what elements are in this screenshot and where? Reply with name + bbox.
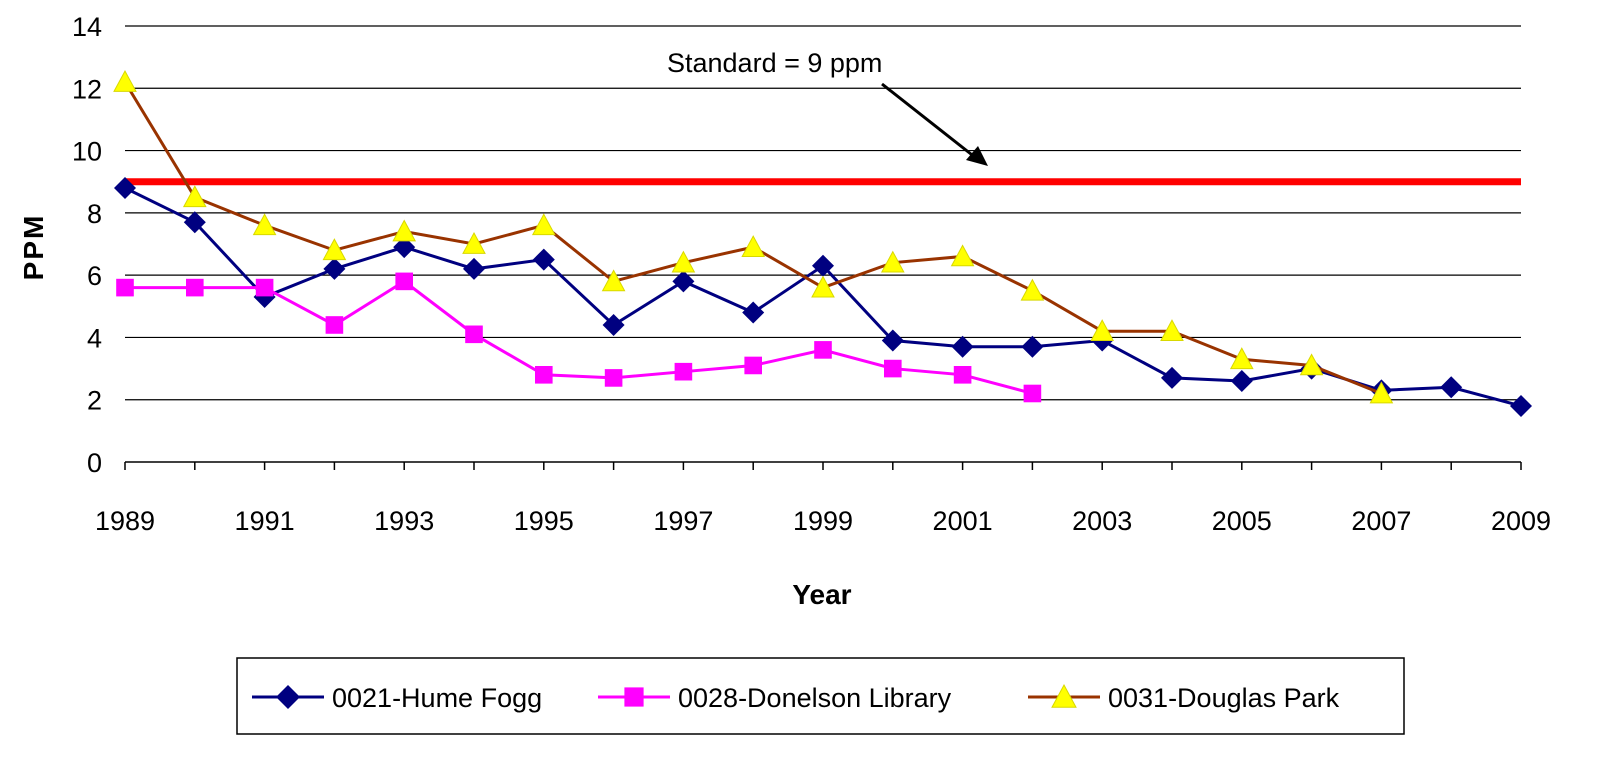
x-tick-label: 2005 (1212, 506, 1272, 536)
y-tick-label: 0 (87, 448, 102, 478)
data-point-square (186, 278, 204, 297)
data-point-triangle (741, 235, 766, 257)
series-line (125, 279, 1033, 395)
data-point-triangle (1229, 347, 1254, 370)
x-tick-label: 2001 (933, 506, 993, 536)
data-point-square (674, 362, 693, 381)
data-point-diamond (742, 301, 765, 324)
data-point-triangle (950, 244, 975, 267)
data-point-triangle (322, 238, 347, 261)
data-point-triangle (880, 250, 905, 273)
data-point-triangle (1090, 319, 1115, 342)
data-point-square (255, 278, 274, 297)
legend: 0021-Hume Fogg 0028-Donelson Library 0031-… (252, 683, 1340, 713)
data-point-triangle (811, 275, 835, 298)
legend-item-2: 0028-Donelson Library (598, 683, 952, 713)
y-tick-label: 4 (87, 323, 102, 353)
data-point-diamond (672, 270, 695, 293)
data-point-square (116, 278, 134, 297)
data-point-triangle (601, 269, 626, 292)
data-point-diamond (812, 254, 834, 277)
annotation-arrow (881, 82, 988, 166)
data-point-square (1023, 384, 1042, 403)
data-point-square (395, 272, 413, 291)
data-point-diamond (532, 248, 555, 271)
data-point-square (814, 341, 832, 359)
data-point-diamond (114, 176, 136, 199)
y-tick-label: 12 (72, 74, 102, 104)
data-point-diamond (1510, 394, 1532, 417)
data-point-triangle (531, 213, 556, 236)
legend-item-1: 0021-Hume Fogg (252, 683, 542, 713)
legend-item-3: 0031-Douglas Park (1028, 683, 1340, 713)
x-tick-label: 1997 (653, 506, 713, 536)
x-tick-label: 1991 (235, 506, 295, 536)
data-point-square (465, 325, 483, 344)
data-point-diamond (1161, 366, 1183, 389)
data-point-square (744, 356, 762, 375)
y-tick-label: 2 (87, 386, 102, 416)
x-tick-label: 1993 (374, 506, 434, 536)
series-3 (113, 70, 1394, 404)
data-point-triangle (182, 185, 207, 208)
x-tick-label: 2009 (1491, 506, 1551, 536)
series-1 (114, 176, 1532, 417)
x-tick-label: 1989 (95, 506, 155, 536)
data-point-triangle (1160, 319, 1184, 342)
y-tick-label: 10 (72, 137, 102, 167)
x-axis-title: Year (792, 579, 851, 610)
data-point-triangle (1369, 381, 1394, 404)
x-tick-label: 1999 (793, 506, 853, 536)
x-axis-ticks: 1989 1991 1993 1995 1997 1999 2001 2003 2005 2007… (95, 462, 1551, 536)
series-layer (113, 70, 1532, 417)
legend-label: 0021-Hume Fogg (332, 683, 542, 713)
y-tick-label: 6 (87, 261, 102, 291)
data-point-diamond (602, 313, 625, 336)
data-point-diamond (393, 236, 416, 259)
data-point-triangle (462, 231, 486, 254)
data-point-triangle (252, 213, 277, 236)
y-axis-title: PPM (18, 214, 49, 281)
y-axis-ticks: 0 2 4 6 8 10 12 14 (72, 12, 102, 478)
data-point-square (604, 369, 623, 387)
data-point-diamond (463, 257, 485, 280)
y-tick-label: 14 (72, 12, 102, 42)
series-2 (116, 272, 1042, 403)
legend-marker-triangle (1051, 683, 1077, 708)
data-point-triangle (671, 250, 696, 273)
legend-label: 0031-Douglas Park (1108, 683, 1340, 713)
data-point-diamond (323, 257, 346, 280)
data-point-triangle (113, 70, 137, 92)
x-tick-label: 2007 (1351, 506, 1411, 536)
legend-marker-diamond (276, 685, 300, 709)
data-point-triangle (1020, 278, 1045, 301)
data-point-square (325, 316, 344, 334)
data-point-square (535, 366, 553, 384)
data-point-diamond (1021, 335, 1044, 358)
data-point-diamond (881, 329, 904, 352)
standard-annotation: Standard = 9 ppm (667, 48, 882, 78)
y-tick-label: 8 (87, 199, 102, 229)
x-tick-label: 1995 (514, 506, 574, 536)
legend-marker-square (624, 687, 644, 707)
data-point-triangle (392, 219, 417, 242)
data-point-diamond (1440, 376, 1463, 399)
x-tick-label: 2003 (1072, 506, 1132, 536)
data-point-square (884, 359, 902, 378)
legend-box (236, 657, 1405, 735)
data-point-diamond (951, 335, 974, 358)
data-point-square (953, 366, 972, 384)
legend-label: 0028-Donelson Library (678, 683, 952, 713)
data-point-diamond (183, 211, 206, 234)
data-point-triangle (1299, 353, 1324, 376)
data-point-diamond (1230, 370, 1253, 393)
